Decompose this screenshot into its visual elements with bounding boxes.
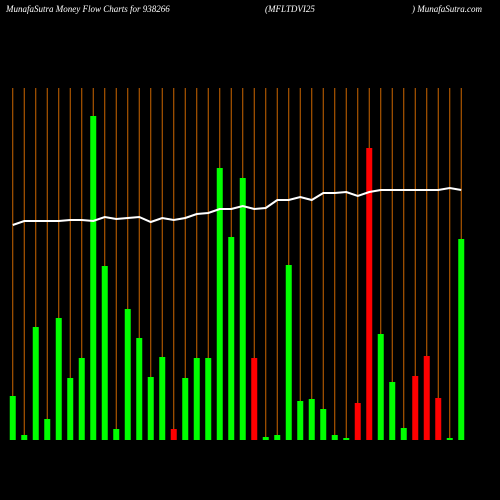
bar — [228, 237, 235, 440]
bar — [147, 377, 154, 440]
bar — [343, 438, 350, 440]
bar — [101, 266, 108, 440]
bar — [423, 356, 430, 440]
bar — [320, 409, 327, 440]
bar — [159, 357, 166, 440]
bar — [285, 265, 292, 440]
bar — [113, 429, 120, 440]
bar — [205, 358, 212, 440]
money-flow-line — [12, 186, 462, 226]
bar — [366, 148, 373, 440]
bar — [44, 419, 51, 440]
bar — [308, 399, 315, 440]
bar — [354, 403, 361, 440]
bar — [216, 168, 223, 440]
chart-title: MunafaSutra Money Flow Charts for 938266 — [5, 4, 170, 14]
bar — [262, 437, 269, 440]
bar — [446, 438, 453, 440]
bar — [32, 327, 39, 440]
bar — [78, 358, 85, 440]
bar — [9, 396, 16, 440]
bar — [251, 358, 258, 440]
bar — [435, 398, 442, 440]
bar — [136, 338, 143, 440]
bar — [193, 358, 200, 440]
chart-subtitle: (MFLTDVI25 — [265, 4, 315, 14]
bar — [412, 376, 419, 440]
bar — [67, 378, 74, 440]
bar — [21, 435, 28, 440]
bar — [297, 401, 304, 440]
bar — [331, 435, 338, 440]
bar — [55, 318, 62, 440]
bar — [458, 239, 465, 440]
bar — [124, 309, 131, 440]
bar — [170, 429, 177, 440]
bar — [377, 334, 384, 440]
bar — [239, 178, 246, 440]
bar — [400, 428, 407, 440]
bar — [274, 435, 281, 440]
bar — [389, 382, 396, 440]
bar — [182, 378, 189, 440]
bar — [90, 116, 97, 440]
source: ) MunafaSutra.com — [411, 4, 482, 14]
